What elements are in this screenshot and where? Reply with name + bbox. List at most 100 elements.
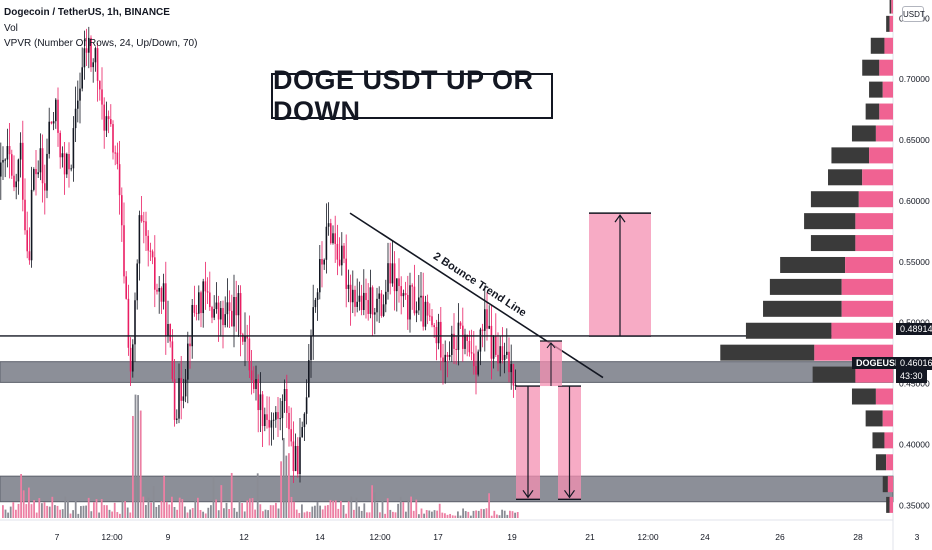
candle-body: [6, 146, 9, 160]
volume-bar: [457, 511, 459, 518]
vpvr-up-bar: [810, 235, 856, 252]
candle-body: [514, 384, 517, 386]
candle-body: [160, 287, 163, 302]
candle-body: [415, 310, 418, 314]
volume-bar: [441, 512, 444, 518]
vpvr-down-bar: [875, 388, 893, 405]
candle-body: [158, 287, 160, 292]
volume-bar: [233, 507, 236, 518]
candle-body: [486, 309, 488, 329]
candle-body: [37, 172, 39, 175]
candle-body: [57, 99, 59, 133]
candle-body: [4, 159, 6, 161]
volume-bar: [358, 506, 360, 518]
candle-body: [341, 245, 343, 266]
volume-bar: [139, 410, 142, 518]
volume-bar: [345, 513, 347, 518]
legend-volume[interactable]: Vol: [4, 23, 18, 34]
volume-bar: [316, 501, 319, 518]
candle-body: [407, 294, 409, 320]
candle-body: [145, 221, 147, 236]
x-tick-label-1: 12:00: [101, 532, 123, 542]
vpvr-down-bar: [889, 15, 893, 32]
candle-body: [233, 296, 235, 327]
candle-body: [385, 291, 387, 305]
x-tick-label-11: 26: [775, 532, 785, 542]
volume-bar: [514, 512, 516, 518]
candle-body: [332, 233, 334, 244]
volume-bar: [163, 475, 165, 518]
candle-body: [8, 146, 11, 155]
candle-body: [79, 88, 81, 101]
candle-body: [314, 299, 317, 308]
candle-body: [156, 289, 158, 292]
x-tick-label-4: 14: [315, 532, 325, 542]
volume-bar: [12, 502, 15, 518]
candle-body: [224, 314, 226, 326]
volume-bar: [119, 513, 121, 518]
volume-bar: [249, 498, 251, 518]
candle-body: [19, 142, 22, 160]
candle-body: [206, 291, 209, 293]
candle-body: [268, 419, 270, 428]
candle-body: [347, 284, 350, 289]
volume-bar: [230, 472, 233, 518]
legend-vpvr[interactable]: VPVR (Number Of Rows, 24, Up/Down, 70): [4, 38, 198, 49]
candle-body: [404, 293, 407, 295]
volume-bar: [64, 496, 67, 518]
candle-body: [48, 121, 50, 154]
volume-bar: [368, 512, 371, 518]
vpvr-up-bar: [875, 454, 887, 471]
candle-body: [123, 225, 125, 277]
candle-body: [464, 334, 466, 349]
candle-body: [237, 293, 240, 316]
volume-bar: [412, 510, 415, 518]
volume-bar: [433, 510, 436, 518]
volume-bar: [446, 514, 449, 518]
volume-bar: [181, 499, 184, 518]
candle-body: [116, 152, 119, 165]
volume-bar: [241, 503, 243, 518]
candle-body: [242, 334, 244, 342]
volume-bar: [498, 515, 501, 518]
candle-body: [94, 48, 97, 63]
vpvr-down-bar: [855, 213, 893, 230]
candle-body: [110, 119, 112, 125]
candle-body: [281, 400, 284, 419]
volume-bar: [56, 505, 59, 518]
candle-body: [103, 104, 105, 131]
candle-body: [132, 344, 134, 372]
candle-body: [231, 310, 233, 327]
vpvr-down-bar: [884, 432, 893, 449]
vpvr-down-bar: [858, 191, 893, 208]
candle-body: [217, 302, 220, 320]
volume-bar: [425, 510, 428, 518]
vpvr-up-bar: [780, 256, 846, 273]
currency-button[interactable]: USDT: [902, 6, 925, 22]
vpvr-up-bar: [886, 15, 890, 32]
candle-body: [248, 338, 251, 371]
volume-bar: [314, 505, 316, 518]
volume-bar: [100, 499, 103, 518]
volume-bar: [376, 502, 379, 518]
candle-body: [323, 259, 325, 265]
candle-body: [492, 336, 495, 359]
volume-bar: [41, 503, 43, 518]
candle-body: [473, 353, 475, 367]
volume-bar: [295, 509, 298, 518]
candle-body: [255, 379, 257, 389]
candle-body: [358, 295, 361, 302]
volume-bar: [43, 502, 46, 518]
volume-bar: [272, 505, 275, 518]
volume-bar: [444, 513, 446, 518]
vpvr-up-bar: [886, 496, 890, 513]
legend-symbol[interactable]: Dogecoin / TetherUS, 1h, BINANCE: [4, 7, 170, 18]
candle-body: [83, 48, 86, 68]
candle-body: [250, 370, 253, 381]
volume-bar: [303, 512, 306, 518]
volume-bar: [77, 513, 80, 518]
trendline-label: 2 Bounce Trend Line: [431, 250, 528, 319]
